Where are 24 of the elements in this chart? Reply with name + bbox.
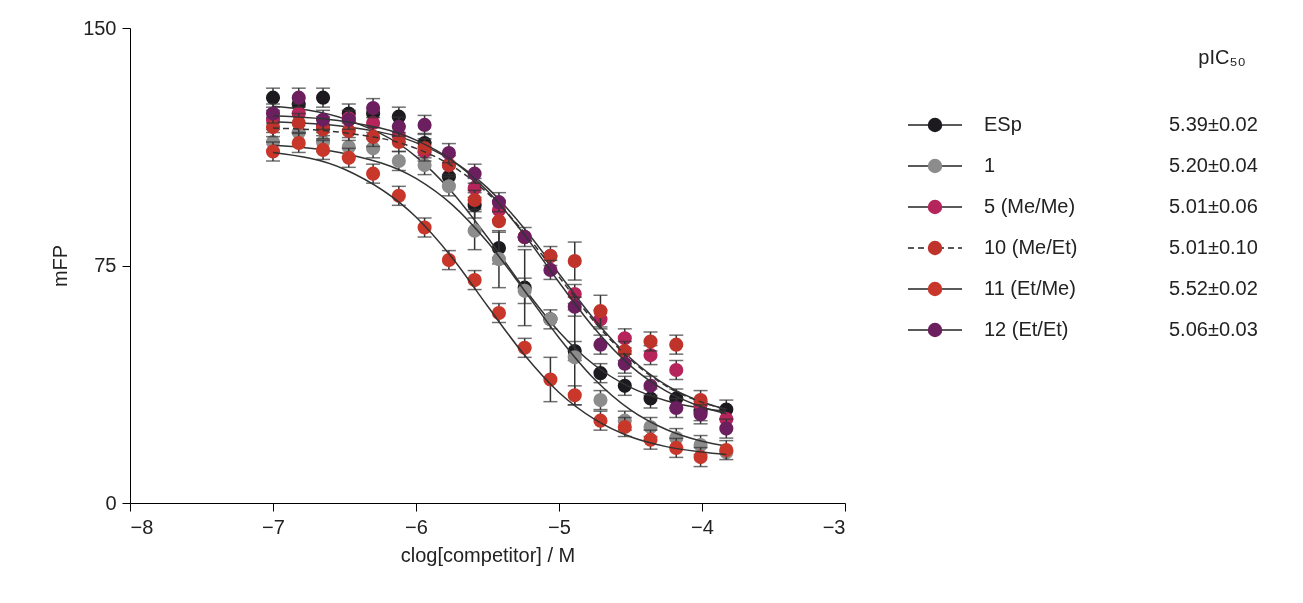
x-tick-label: −7 <box>262 515 285 538</box>
x-tick-label: −6 <box>405 515 428 538</box>
x-axis-title: clog[competitor] / M <box>400 543 576 566</box>
y-tick-label: 75 <box>94 254 117 276</box>
legend-label: 10 (Me/Et) <box>984 236 1078 258</box>
legend-label: ESp <box>984 113 1022 135</box>
y-tick-label: 0 <box>105 491 117 514</box>
text: 5.52±0.02 <box>1169 277 1258 299</box>
legend-label: 12 (Et/Et) <box>984 318 1069 340</box>
legend-label: 5 (Me/Me) <box>984 195 1076 217</box>
y-tick-label: 150 <box>83 16 117 39</box>
x-tick-label: −3 <box>822 515 846 538</box>
x-tick-label: −8 <box>130 515 154 538</box>
legend-title: pIC₅₀ <box>1198 46 1246 68</box>
text: 5.20±0.04 <box>1169 154 1258 176</box>
text: 5.01±0.10 <box>1169 236 1258 258</box>
x-tick-label: −4 <box>691 515 714 538</box>
y-axis-title: mFP <box>49 244 72 288</box>
legend-label: 11 (Et/Me) <box>984 277 1076 299</box>
x-tick-label: −5 <box>548 515 571 538</box>
text: 5.06±0.03 <box>1169 318 1258 340</box>
legend-label: 1 <box>984 154 996 176</box>
text: 5.01±0.06 <box>1169 195 1258 217</box>
text: 5.39±0.02 <box>1169 113 1258 135</box>
